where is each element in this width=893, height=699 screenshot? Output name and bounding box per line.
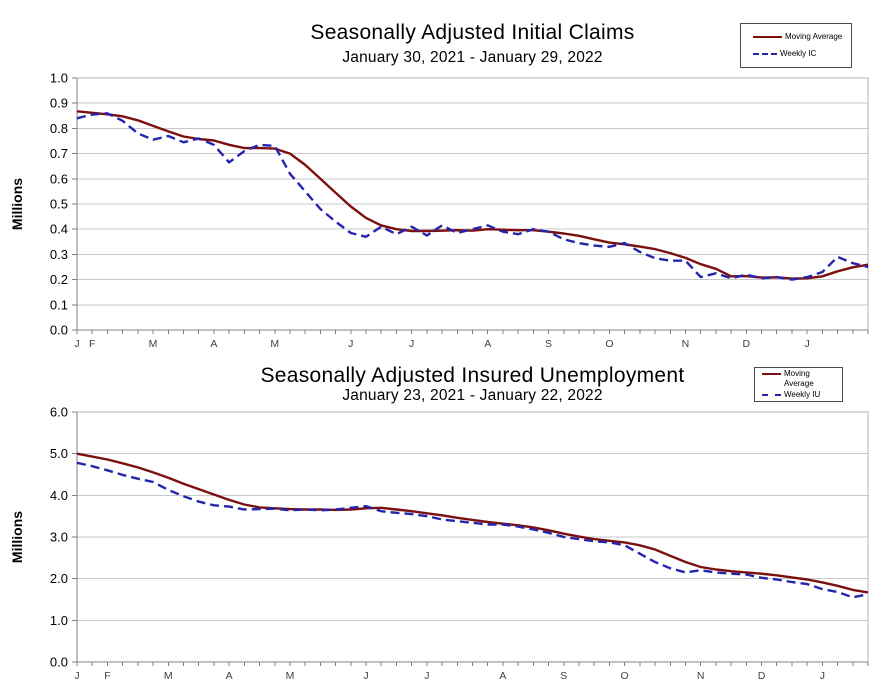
month-label: J (820, 670, 825, 682)
y-tick-label: 0.9 (50, 96, 68, 111)
y-tick-label: 6.0 (50, 405, 68, 420)
initial-claims-legend: Moving Average Weekly IC (740, 23, 852, 68)
weekly-ic-line-swatch (753, 53, 777, 56)
legend-item-weekly-ic: Weekly IC (753, 49, 851, 59)
month-label: D (743, 338, 751, 350)
month-label: J (348, 338, 353, 350)
initial-claims-title: Seasonally Adjusted Initial Claims (310, 21, 635, 44)
y-tick-label: 0.8 (50, 121, 68, 136)
y-tick-label: 1.0 (50, 71, 68, 86)
insured-unemployment-title: Seasonally Adjusted Insured Unemployment (260, 364, 685, 387)
month-label: M (270, 338, 279, 350)
month-label: F (104, 670, 110, 682)
moving-average-line (76, 110, 869, 280)
y-axis-title: Millions (9, 511, 25, 563)
legend-label: Moving Average (784, 369, 814, 388)
month-label: J (363, 670, 368, 682)
legend-item-moving-average: Moving Average (753, 32, 851, 42)
y-tick-label: 0.4 (50, 222, 68, 237)
y-tick-label: 0.2 (50, 272, 68, 287)
weekly-iu-line (76, 461, 869, 599)
y-tick-label: 0.0 (50, 655, 68, 670)
y-tick-label: 0.0 (50, 323, 68, 338)
y-tick-label: 1.0 (50, 613, 68, 628)
insured-unemployment-legend: Moving Average Weekly IU (754, 367, 843, 402)
month-label: A (226, 670, 233, 682)
y-tick-label: 0.5 (50, 197, 68, 212)
month-label: J (74, 338, 79, 350)
insured-unemployment-date-range: January 23, 2021 - January 22, 2022 (342, 387, 603, 404)
month-label: N (697, 670, 705, 682)
month-label: M (149, 338, 158, 350)
y-tick-label: 0.7 (50, 146, 68, 161)
y-tick-label: 5.0 (50, 446, 68, 461)
y-tick-label: 0.1 (50, 297, 68, 312)
plot-border (76, 77, 869, 331)
month-label: J (74, 670, 79, 682)
legend-label: Weekly IU (784, 390, 821, 399)
month-label: A (484, 338, 491, 350)
month-label: S (560, 670, 567, 682)
moving-average-line-swatch (753, 35, 782, 38)
y-tick-label: 2.0 (50, 571, 68, 586)
month-label: M (164, 670, 173, 682)
month-label: O (605, 338, 613, 350)
legend-label: Weekly IC (780, 49, 817, 59)
y-tick-label: 4.0 (50, 488, 68, 503)
month-label: D (758, 670, 766, 682)
legend-label: Moving Average (785, 31, 843, 41)
month-label: J (409, 338, 414, 350)
y-tick-label: 0.3 (50, 247, 68, 262)
y-tick-label: 0.6 (50, 171, 68, 186)
weekly-iu-line-swatch (762, 394, 781, 396)
moving-average-line (76, 452, 869, 594)
month-label: S (545, 338, 552, 350)
month-label: A (499, 670, 506, 682)
weekly-ic-line (76, 112, 869, 281)
month-label: J (805, 338, 810, 350)
month-label: O (621, 670, 629, 682)
month-label: M (286, 670, 295, 682)
plot-border (76, 411, 869, 663)
legend-item-moving-average: Moving Average (762, 369, 842, 389)
moving-average-line-swatch (762, 373, 781, 375)
y-axis-title: Millions (9, 178, 25, 230)
month-label: F (89, 338, 95, 350)
month-label: J (424, 670, 429, 682)
month-label: N (682, 338, 690, 350)
legend-item-weekly-iu: Weekly IU (762, 390, 842, 400)
y-tick-label: 3.0 (50, 530, 68, 545)
month-label: A (210, 338, 217, 350)
initial-claims-date-range: January 30, 2021 - January 29, 2022 (342, 49, 603, 66)
